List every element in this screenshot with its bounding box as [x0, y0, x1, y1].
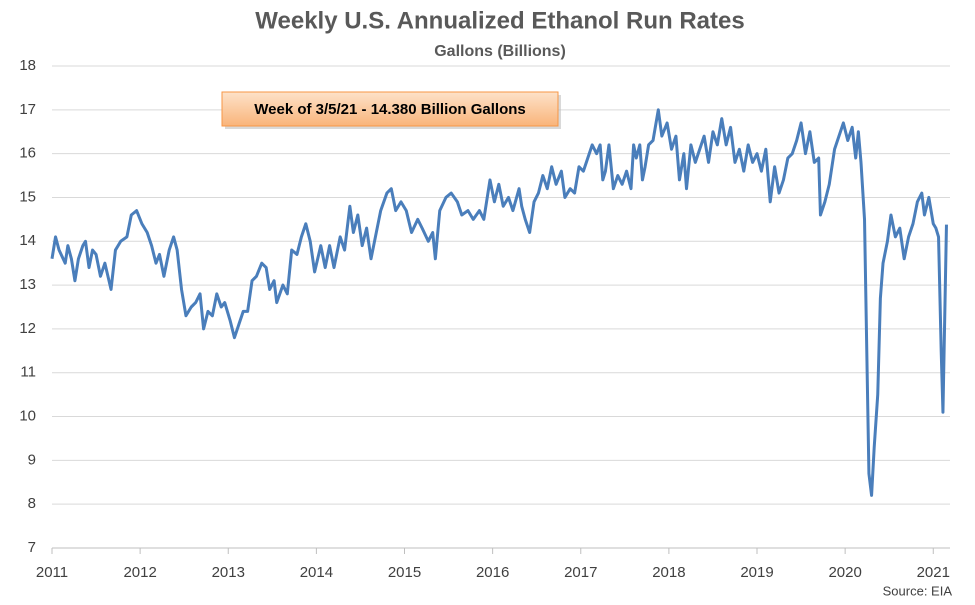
- x-tick-label: 2016: [476, 564, 509, 581]
- annotation-box: [221, 91, 559, 127]
- y-tick-label: 18: [19, 57, 36, 74]
- x-tick-label: 2017: [564, 564, 597, 581]
- y-tick-label: 14: [19, 232, 36, 249]
- y-tick-label: 16: [19, 145, 36, 162]
- line-series: [50, 108, 948, 497]
- x-tick-label: 2013: [212, 564, 245, 581]
- annotation: Week of 3/5/21 - 14.380 Billion Gallons: [254, 101, 526, 118]
- source: Source: EIA: [883, 583, 953, 598]
- y-tick-label: 8: [28, 495, 36, 512]
- y-tick-label: 17: [19, 101, 36, 118]
- y-tick-label: 10: [19, 408, 36, 425]
- y-tick-label: 7: [28, 539, 36, 556]
- x-tick-label: 2014: [300, 564, 333, 581]
- x-tick-label: 2020: [828, 564, 861, 581]
- chart-title: Weekly U.S. Annualized Ethanol Run Rates: [255, 7, 744, 34]
- x-tick-label: 2019: [740, 564, 773, 581]
- y-tick-label: 11: [20, 364, 36, 381]
- y-tick-label: 15: [19, 188, 36, 205]
- x-tick-label: 2011: [36, 564, 68, 581]
- y-tick-label: 12: [19, 320, 36, 337]
- y-tick-label: 13: [19, 276, 36, 293]
- x-tick-label: 2012: [123, 564, 156, 581]
- x-tick-label: 2018: [652, 564, 685, 581]
- x-tick-label: 2021: [917, 564, 950, 581]
- chart-subtitle: Gallons (Billions): [434, 43, 566, 60]
- x-tick-label: 2015: [388, 564, 421, 581]
- y-tick-label: 9: [28, 451, 36, 468]
